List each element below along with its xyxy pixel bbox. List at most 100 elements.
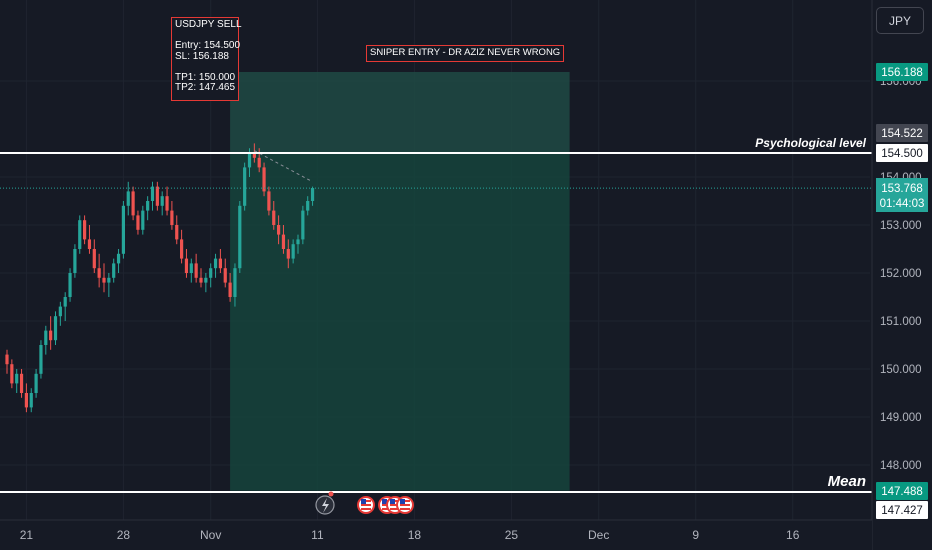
candle-up xyxy=(238,201,242,273)
candle-up xyxy=(58,301,62,326)
candle-down xyxy=(277,215,281,245)
candle-body xyxy=(29,393,33,408)
candle-body xyxy=(87,239,92,249)
candle-body xyxy=(252,153,256,158)
candle-body xyxy=(194,263,198,278)
candle-up xyxy=(112,258,116,283)
candle-up xyxy=(291,239,295,264)
candle-body xyxy=(218,258,222,269)
target-zone xyxy=(230,153,570,491)
candle-down xyxy=(19,369,24,398)
candle-down xyxy=(49,316,53,350)
candle-body xyxy=(112,263,116,278)
price-tick-label: 150.000 xyxy=(880,364,922,376)
candle-down xyxy=(155,181,159,211)
trade-note-line: TP2: 147.465 xyxy=(175,82,236,93)
price-tick-label: 149.000 xyxy=(880,412,922,424)
candle-up xyxy=(53,311,58,345)
time-tick-label: 11 xyxy=(311,528,324,542)
candle-up xyxy=(15,369,19,393)
time-tick-label: Dec xyxy=(588,528,609,542)
candle-down xyxy=(223,258,227,288)
countdown-text: 01:44:03 xyxy=(880,198,925,210)
candle-down xyxy=(286,239,290,269)
candle-up xyxy=(306,196,310,216)
price-tag-psychological-text: 154.500 xyxy=(881,148,923,160)
candle-up xyxy=(29,388,33,413)
price-tag-mean-bg xyxy=(876,501,928,519)
trade-note-line: USDJPY SELL xyxy=(175,19,242,30)
price-tag-psychological: 154.500 xyxy=(876,144,928,162)
lightning-glyph xyxy=(322,498,329,513)
candle-up xyxy=(126,181,130,216)
candle-body xyxy=(92,249,96,269)
candle-body xyxy=(24,393,28,408)
candle-down xyxy=(184,249,189,278)
candle-down xyxy=(165,186,169,216)
time-tick-label: 9 xyxy=(692,528,699,542)
candle-body xyxy=(189,263,193,273)
price-tag-stop-loss-bg xyxy=(876,63,928,81)
trade-note-line: Entry: 154.500 xyxy=(175,40,241,51)
candle-body xyxy=(39,345,43,374)
currency-button[interactable]: JPY xyxy=(876,7,924,34)
candle-body xyxy=(102,277,106,283)
candle-down xyxy=(281,225,286,254)
trade-note-line: TP1: 150.000 xyxy=(175,71,236,83)
candle-up xyxy=(209,263,213,288)
candle-body xyxy=(247,153,252,168)
candle-body xyxy=(34,373,38,393)
candle-body xyxy=(150,186,155,201)
flag-stripe xyxy=(361,508,371,510)
trade-note: USDJPY SELL Entry: 154.500 SL: 156.188 T… xyxy=(171,17,242,101)
time-tick-label: 21 xyxy=(20,528,34,542)
candle-down xyxy=(170,201,174,230)
candle-down xyxy=(24,383,28,413)
candle-down xyxy=(218,249,222,273)
candle-body xyxy=(291,244,295,259)
candle-body xyxy=(126,191,130,206)
candle-up xyxy=(243,162,247,211)
candle-up xyxy=(44,325,48,355)
candle-body xyxy=(63,297,67,307)
candle-body xyxy=(272,210,276,225)
candle-down xyxy=(262,162,266,197)
lightning-event-icon xyxy=(315,491,335,515)
candle-up xyxy=(39,340,43,379)
price-tick-label: 152.000 xyxy=(880,268,922,280)
flag-canton xyxy=(361,499,366,504)
candle-up xyxy=(150,181,155,211)
candle-down xyxy=(199,268,203,288)
candle-body xyxy=(204,277,208,283)
flag-stripe xyxy=(400,504,410,506)
candle-up xyxy=(146,196,150,221)
current-price-text: 153.768 xyxy=(881,183,923,195)
candle-body xyxy=(73,249,77,273)
candle-body xyxy=(170,210,174,225)
candle-body xyxy=(243,167,247,206)
candle-down xyxy=(97,253,101,288)
candle-down xyxy=(5,349,9,374)
candle-down xyxy=(272,201,276,230)
candle-down xyxy=(87,225,92,254)
candle-down xyxy=(180,229,184,264)
candle-body xyxy=(155,186,159,206)
price-tag-psychological-bg xyxy=(876,144,928,162)
candle-body xyxy=(286,249,290,259)
candle-body xyxy=(277,225,281,235)
candle-up xyxy=(107,273,111,297)
price-tag-mean: 147.427 xyxy=(876,501,928,519)
candle-up xyxy=(213,253,218,278)
candle-body xyxy=(296,239,300,245)
candle-body xyxy=(83,220,87,240)
candle-body xyxy=(19,373,24,393)
candle-body xyxy=(97,268,101,278)
flag-stripe xyxy=(361,504,371,506)
time-tick-label: Nov xyxy=(200,528,221,542)
price-tag-mean-text: 147.427 xyxy=(881,505,923,517)
candle-body xyxy=(15,373,19,384)
candle-down xyxy=(194,253,198,283)
candle-body xyxy=(199,277,203,283)
